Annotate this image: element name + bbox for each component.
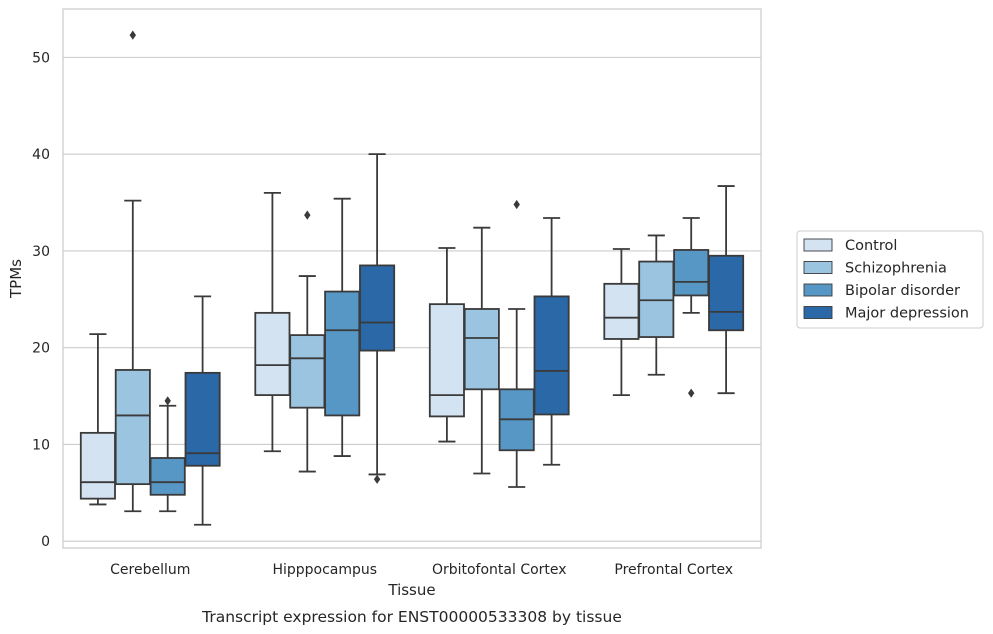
box-1-0 bbox=[254, 191, 291, 453]
x-axis-ticks: Cerebellum Hipppocampus Orbitofontal Corte… bbox=[110, 562, 733, 578]
legend-label: Schizophrenia bbox=[845, 261, 947, 277]
box-0-1 bbox=[114, 30, 151, 513]
box-1-2 bbox=[324, 197, 361, 457]
grid-lines bbox=[63, 56, 761, 542]
box-0-2 bbox=[149, 396, 186, 513]
y-tick-label: 40 bbox=[32, 147, 50, 163]
chart-caption: Transcript expression for ENST0000053330… bbox=[201, 608, 622, 626]
box-2-1 bbox=[463, 226, 500, 475]
legend-label: Control bbox=[845, 238, 897, 254]
legend: Control Schizophrenia Bipolar disorder Majo… bbox=[796, 230, 984, 329]
legend-label: Major depression bbox=[845, 306, 969, 322]
legend-swatch bbox=[803, 261, 833, 274]
box-3-3 bbox=[708, 185, 745, 395]
box-iqr bbox=[673, 249, 710, 297]
x-tick-label: Cerebellum bbox=[110, 562, 190, 578]
y-axis-label: TPMs bbox=[7, 259, 25, 299]
box-2-0 bbox=[428, 247, 465, 443]
box-0-3 bbox=[184, 295, 221, 526]
box-plot-marks bbox=[79, 30, 745, 526]
y-tick-label: 50 bbox=[32, 50, 50, 66]
outlier-point bbox=[129, 30, 136, 40]
outlier-point bbox=[373, 474, 381, 484]
box-0-0 bbox=[79, 333, 116, 506]
legend-swatch bbox=[803, 306, 833, 319]
box-iqr bbox=[324, 290, 361, 417]
y-axis-ticks: 0 10 20 30 40 50 bbox=[32, 50, 50, 550]
box-iqr bbox=[463, 308, 500, 391]
legend-label: Bipolar disorder bbox=[845, 283, 960, 299]
box-iqr bbox=[638, 260, 675, 338]
box-iqr bbox=[114, 369, 151, 486]
box-3-2 bbox=[673, 217, 710, 398]
y-tick-label: 30 bbox=[32, 244, 50, 260]
box-iqr bbox=[149, 457, 186, 496]
box-iqr bbox=[79, 431, 116, 500]
box-2-2 bbox=[498, 199, 535, 488]
x-tick-label: Orbitofontal Cortex bbox=[432, 562, 567, 578]
box-iqr bbox=[533, 295, 570, 416]
box-iqr bbox=[708, 254, 745, 332]
box-iqr bbox=[359, 264, 396, 352]
y-tick-label: 10 bbox=[32, 437, 50, 453]
box-1-1 bbox=[289, 210, 326, 473]
outlier-point bbox=[688, 388, 695, 398]
box-3-1 bbox=[638, 234, 675, 376]
box-iqr bbox=[254, 311, 291, 397]
outlier-point bbox=[164, 396, 171, 406]
y-tick-label: 20 bbox=[32, 341, 50, 357]
x-tick-label: Hipppocampus bbox=[272, 562, 377, 578]
box-1-3 bbox=[359, 153, 396, 484]
legend-swatch bbox=[803, 238, 833, 252]
box-2-3 bbox=[533, 217, 570, 466]
y-tick-label: 0 bbox=[41, 534, 50, 550]
outlier-point bbox=[304, 210, 311, 220]
legend-swatch bbox=[803, 283, 833, 297]
plot-frame bbox=[62, 8, 762, 549]
outlier-point bbox=[513, 199, 520, 210]
box-iqr bbox=[603, 282, 640, 340]
x-tick-label: Prefrontal Cortex bbox=[614, 562, 733, 578]
box-iqr bbox=[428, 303, 465, 418]
box-iqr bbox=[184, 371, 221, 467]
x-axis-label: Tissue bbox=[387, 581, 435, 599]
box-iqr bbox=[289, 334, 326, 409]
box-3-0 bbox=[603, 248, 640, 397]
legend-frame bbox=[796, 230, 984, 329]
